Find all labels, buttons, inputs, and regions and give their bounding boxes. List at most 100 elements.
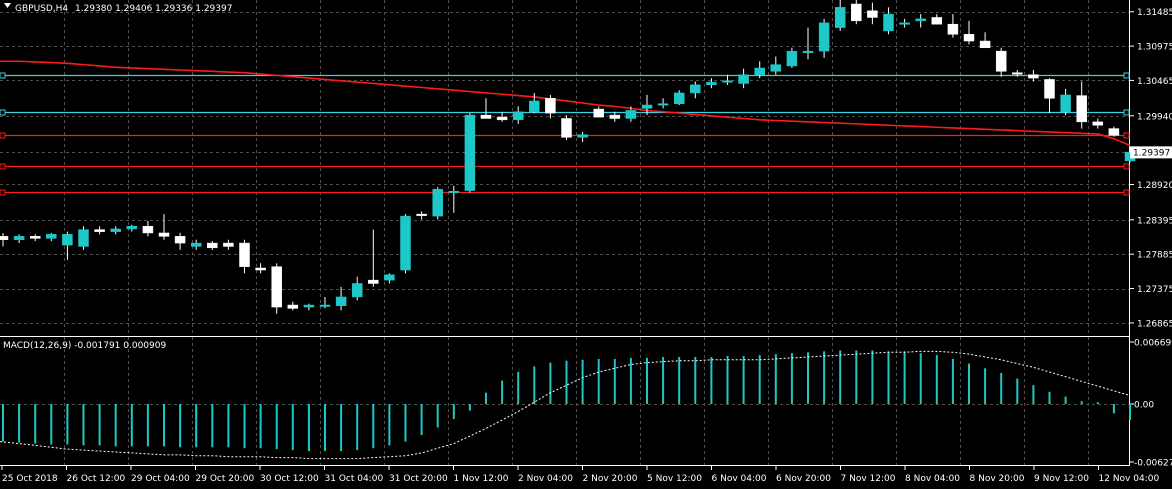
candle [174, 232, 186, 250]
level-handle [1123, 189, 1130, 196]
candle [303, 303, 315, 311]
candle-body [802, 50, 814, 53]
candle-body [464, 114, 476, 191]
time-tick-label: 1 Nov 12:00 [454, 474, 509, 484]
time-tick-label: 6 Nov 04:00 [712, 474, 767, 484]
candle-body [706, 81, 717, 86]
candle [416, 211, 427, 220]
candle [706, 78, 717, 89]
time-tick-label: 8 Nov 20:00 [970, 474, 1025, 484]
candle-body [529, 100, 540, 113]
candle [351, 276, 363, 301]
candle-body [738, 74, 749, 84]
time-tick-label: 8 Nov 04:00 [905, 474, 960, 484]
time-tick-label: 31 Oct 04:00 [325, 474, 384, 484]
candle [29, 234, 41, 242]
candle-body [931, 17, 943, 25]
candle-body [851, 3, 862, 22]
candle-body [335, 296, 347, 306]
candle [657, 98, 669, 109]
candle [641, 94, 653, 116]
price-tick-label: 1.27885 [1137, 251, 1172, 261]
chart-header: GBPUSD,H4 1.29380 1.29406 1.29336 1.2939… [3, 3, 232, 351]
candle-body [899, 22, 910, 25]
price-tick-label: 1.31485 [1137, 8, 1172, 18]
candle [46, 232, 57, 242]
price-tick-label: 1.28395 [1137, 216, 1172, 226]
candle [158, 214, 170, 240]
candle-body [223, 242, 234, 247]
candle-body [593, 108, 604, 118]
candle-body [1028, 74, 1039, 79]
candle-body [255, 267, 266, 271]
level-handle [0, 163, 6, 170]
level-handle [1123, 109, 1130, 116]
candle-body [94, 229, 105, 232]
candle [190, 239, 202, 250]
ohlc-values: 1.29380 1.29406 1.29336 1.29397 [75, 4, 232, 14]
candle-body [78, 229, 89, 247]
candle-body [271, 266, 282, 308]
candle [899, 18, 910, 28]
candle-body [545, 98, 556, 114]
candle-body [1108, 128, 1120, 136]
candle-body [29, 236, 41, 239]
level-handle [0, 72, 6, 79]
macd-indicator [0, 350, 1131, 460]
candle [368, 229, 379, 287]
candle-body [963, 34, 975, 42]
candle [593, 106, 604, 118]
candle [239, 239, 250, 274]
candle-body [834, 7, 846, 28]
candle-body [561, 118, 572, 138]
level-handle [1123, 72, 1130, 79]
candle-body [368, 279, 379, 284]
candle-body [609, 114, 621, 119]
candle [995, 47, 1007, 77]
candle [834, 0, 846, 31]
candle [110, 226, 121, 235]
moving-average-line [0, 60, 1131, 147]
candle [207, 241, 218, 250]
candle [400, 214, 411, 274]
level-handle [0, 109, 6, 116]
candle [867, 2, 878, 25]
level-handle [0, 189, 6, 196]
candle [963, 20, 975, 45]
price-tick-label: 1.28920 [1137, 181, 1172, 191]
candle [883, 7, 894, 35]
candle-body [754, 67, 765, 75]
candle-body [673, 92, 685, 104]
candle [770, 56, 782, 75]
candle [818, 18, 830, 58]
candle-body [577, 134, 588, 138]
candle [287, 301, 299, 311]
time-tick-label: 29 Oct 20:00 [196, 474, 255, 484]
candle [802, 27, 814, 60]
candle [786, 47, 798, 68]
grid-lines [0, 0, 1129, 465]
candle [690, 81, 701, 99]
candle-body [239, 242, 250, 267]
candle [1092, 118, 1104, 129]
candle [335, 286, 347, 311]
time-tick-label: 29 Oct 04:00 [131, 474, 190, 484]
candle [947, 14, 959, 38]
candle [915, 14, 926, 28]
candle-body [432, 188, 443, 217]
macd-tick-label: 0.006699 [1134, 339, 1172, 349]
candle [754, 61, 765, 79]
candle [496, 111, 508, 122]
current-price-tag: 1.29397 [1130, 146, 1172, 159]
candle-body [480, 114, 492, 119]
price-tick-label: 1.29940 [1137, 112, 1172, 122]
candle-body [303, 304, 315, 308]
candle-body [867, 10, 878, 18]
candle [512, 106, 524, 124]
candle-body [158, 232, 170, 237]
moving-average [0, 60, 1131, 147]
candle [529, 92, 540, 114]
candle-body [947, 23, 959, 35]
candle [722, 74, 733, 85]
